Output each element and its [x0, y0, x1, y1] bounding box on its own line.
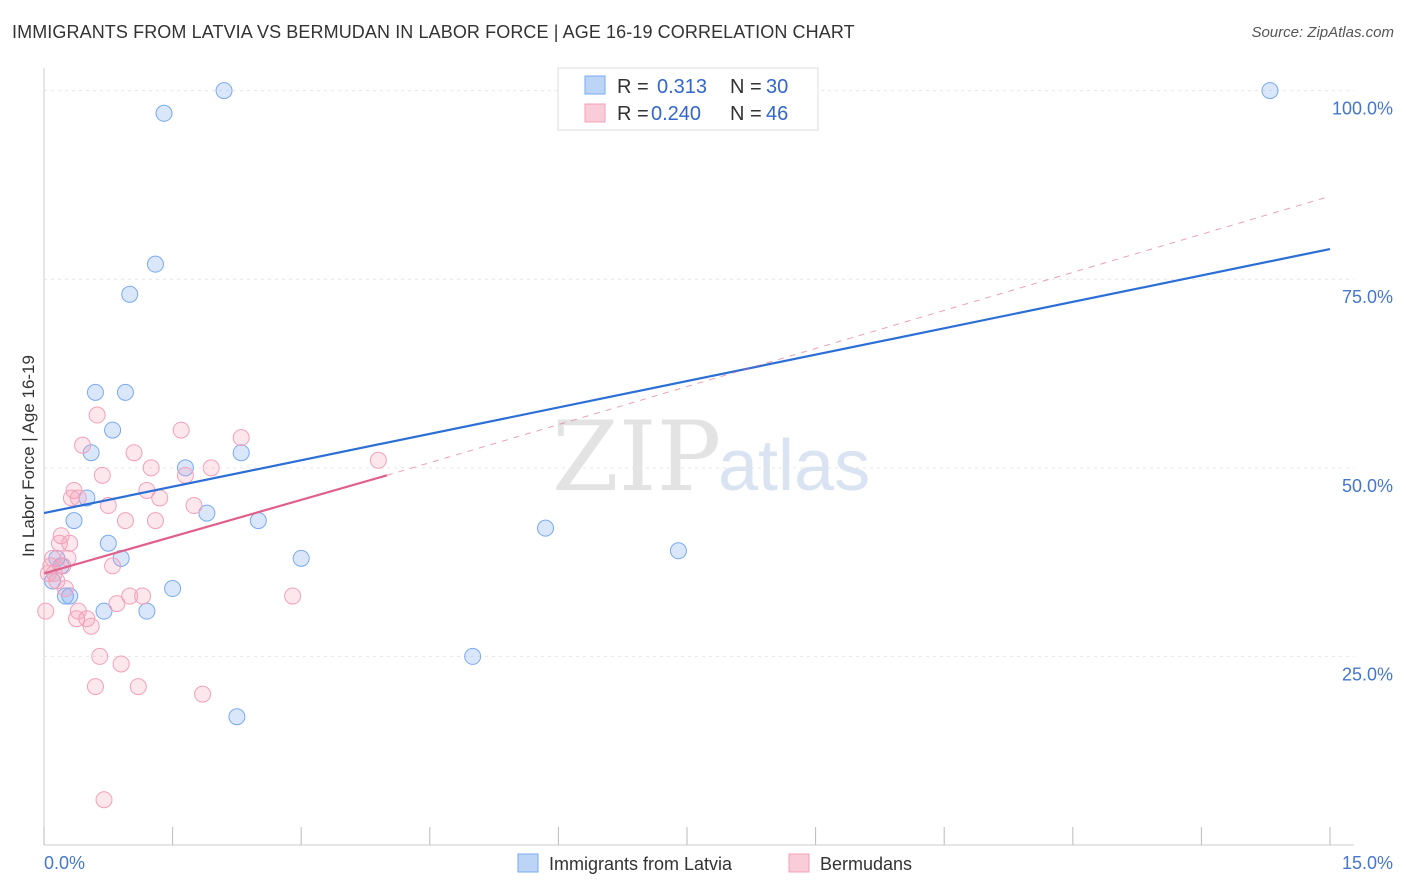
latvia-point — [249, 512, 267, 530]
legend-swatch-latvia — [584, 75, 606, 95]
bermudan-point — [202, 459, 220, 477]
latvia-point — [669, 542, 687, 560]
latvia-point — [86, 383, 104, 401]
bermudan-point — [129, 678, 147, 696]
bermudan-point — [56, 580, 74, 598]
bermudan-point — [74, 436, 92, 454]
latvia-point — [164, 580, 182, 598]
series-points — [37, 82, 1279, 809]
trend-lines — [43, 195, 1331, 575]
series-1-points — [37, 406, 387, 809]
bermudan-point — [121, 587, 139, 605]
y-tick-label: 100.0% — [1332, 99, 1393, 119]
bermudan-point — [95, 791, 113, 809]
bermudan-point — [112, 655, 130, 673]
bermudan-point — [108, 595, 126, 613]
y-tick-labels: 25.0% 50.0% 75.0% 100.0% — [1332, 99, 1393, 685]
latvia-point — [232, 444, 250, 462]
y-axis-title: In Labor Force | Age 16-19 — [19, 355, 38, 557]
latvia-point — [121, 285, 139, 303]
legend-r-label-latvia: R = — [617, 76, 649, 98]
latvia-point — [78, 489, 96, 507]
legend-r-value-bermudans: 0.240 — [651, 103, 701, 125]
bermudan-point — [194, 685, 212, 703]
trend-line-0 — [43, 247, 1331, 515]
watermark-zip: ZIP — [552, 401, 721, 513]
legend-n-label-bermudans: N = — [730, 103, 762, 125]
bermudan-point — [146, 512, 164, 530]
bermudan-point — [37, 602, 55, 620]
legend-r-value-latvia: 0.313 — [657, 76, 707, 98]
latvia-point — [116, 383, 134, 401]
gridlines — [44, 90, 1354, 657]
chart-source: Source: ZipAtlas.com — [1251, 24, 1394, 41]
trend-extension-1 — [386, 195, 1331, 476]
latvia-point — [464, 647, 482, 665]
bermudan-point — [82, 617, 100, 635]
bermudan-point — [61, 534, 79, 552]
legend-r-label-bermudans: R = — [617, 103, 649, 125]
bottom-legend: Immigrants from Latvia Bermudans — [517, 853, 912, 874]
latvia-point — [99, 534, 117, 552]
bermudan-point — [142, 459, 160, 477]
latvia-point — [292, 549, 310, 567]
bottom-legend-swatch-bermudans — [788, 853, 810, 873]
top-legend: R = 0.313 N = 30 R = 0.240 N = 46 — [557, 67, 819, 131]
axes — [43, 68, 1354, 846]
bermudan-point — [172, 421, 190, 439]
latvia-point — [146, 255, 164, 273]
legend-n-value-bermudans: 46 — [766, 103, 788, 125]
chart-title: IMMIGRANTS FROM LATVIA VS BERMUDAN IN LA… — [12, 22, 855, 42]
latvia-point — [1261, 82, 1279, 100]
latvia-point — [155, 104, 173, 122]
bermudan-point — [125, 444, 143, 462]
bottom-legend-swatch-latvia — [517, 853, 539, 873]
latvia-point — [198, 504, 216, 522]
latvia-point — [138, 602, 156, 620]
legend-swatch-bermudans — [584, 103, 606, 123]
bermudan-point — [88, 406, 106, 424]
x-ticks — [43, 827, 1331, 845]
y-tick-label: 50.0% — [1342, 476, 1393, 496]
latvia-point — [228, 708, 246, 726]
bermudan-point — [176, 466, 194, 484]
y-tick-label: 25.0% — [1342, 664, 1393, 684]
bottom-legend-label-latvia: Immigrants from Latvia — [549, 854, 733, 874]
latvia-point — [65, 512, 83, 530]
bermudan-point — [134, 587, 152, 605]
bermudan-point — [284, 587, 302, 605]
x-tick-label-max: 15.0% — [1342, 853, 1393, 873]
bermudan-point — [86, 678, 104, 696]
bermudan-point — [104, 557, 122, 575]
bermudan-point — [232, 429, 250, 447]
bermudan-point — [151, 489, 169, 507]
bermudan-point — [69, 489, 87, 507]
latvia-point — [95, 602, 113, 620]
y-tick-label: 75.0% — [1342, 287, 1393, 307]
bermudan-point — [185, 497, 203, 515]
legend-n-label-latvia: N = — [730, 76, 762, 98]
trend-line-1 — [43, 474, 388, 575]
watermark: ZIP atlas — [552, 401, 870, 513]
bermudan-point — [369, 451, 387, 469]
latvia-point — [537, 519, 555, 537]
bermudan-point — [93, 466, 111, 484]
latvia-point — [104, 421, 122, 439]
bermudan-point — [116, 512, 134, 530]
watermark-atlas: atlas — [718, 426, 870, 506]
latvia-point — [215, 82, 233, 100]
bermudan-point — [91, 647, 109, 665]
x-tick-label-min: 0.0% — [44, 853, 85, 873]
legend-n-value-latvia: 30 — [766, 76, 788, 98]
bottom-legend-label-bermudans: Bermudans — [820, 854, 912, 874]
